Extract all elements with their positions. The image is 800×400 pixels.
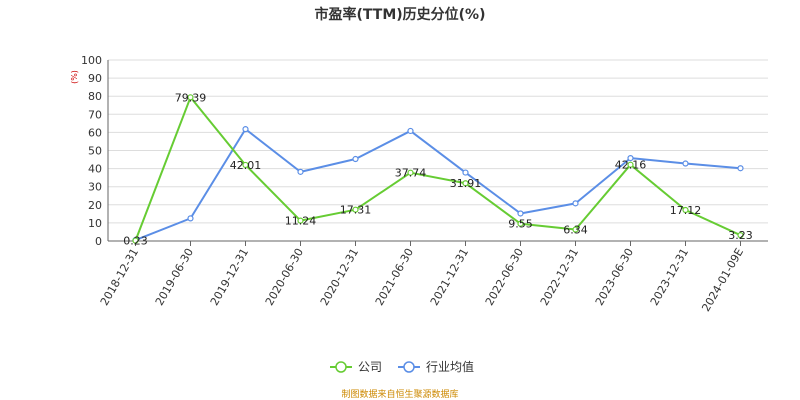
data-label-company: 17.31 [340, 204, 372, 217]
data-point-company [407, 169, 414, 176]
data-point-company [737, 232, 744, 239]
data-label-company: 9.55 [508, 218, 533, 231]
data-point-industry [297, 168, 304, 175]
source-note: 制图数据来自恒生聚源数据库 [341, 388, 458, 400]
x-tick-label: 2023-12-31 [648, 246, 691, 308]
data-point-company [187, 94, 194, 101]
series-line-industry [135, 128, 741, 242]
x-tick-label: 2018-12-31 [98, 246, 141, 308]
data-point-industry [242, 126, 249, 133]
data-point-company [352, 206, 359, 213]
x-tick-label: 2024-01-09E [699, 246, 746, 314]
x-tick-label: 2020-12-31 [318, 246, 361, 308]
chart-title: 市盈率(TTM)历史分位(%) [315, 6, 486, 23]
x-axis: 2018-12-31 2019-06-30 2019-12-31 2020-06-30… [98, 241, 746, 314]
data-label-company: 3.23 [728, 229, 753, 242]
x-tick-label: 2019-12-31 [208, 246, 251, 308]
data-point-company [682, 206, 689, 214]
data-point-industry [682, 160, 689, 167]
data-point-industry [407, 127, 414, 135]
y-tick-label: 100 [81, 54, 102, 67]
legend[interactable]: 公司 行业均值 [330, 359, 474, 374]
y-tick-label: 40 [88, 163, 102, 176]
data-labels: 0.23 79.39 42.01 11.24 17.31 37.74 31.91 9.55 6.… [123, 91, 753, 247]
data-point-industry [737, 165, 744, 172]
y-axis-ticks: 0 10 20 30 40 50 60 70 80 90 100 [81, 54, 109, 248]
x-tick-label: 2022-12-31 [538, 246, 581, 308]
y-tick-label: 0 [95, 235, 102, 248]
y-tick-label: 30 [88, 181, 102, 194]
y-tick-label: 50 [88, 145, 102, 158]
x-tick-label: 2022-06-30 [483, 246, 526, 308]
series-line-company [134, 96, 741, 241]
data-point-industry [517, 210, 524, 217]
y-tick-label: 70 [88, 108, 102, 121]
data-label-company: 37.74 [395, 167, 427, 180]
series-lines [132, 94, 744, 244]
data-point-company [297, 217, 304, 224]
data-label-company: 11.24 [285, 215, 317, 228]
data-point-company [572, 226, 579, 233]
x-tick-label: 2021-06-30 [373, 246, 416, 308]
legend-item-company[interactable]: 公司 [330, 360, 382, 374]
data-label-company: 42.01 [230, 159, 262, 172]
data-label-company: 31.91 [450, 177, 482, 190]
y-tick-label: 20 [88, 199, 102, 212]
data-label-company: 0.23 [123, 235, 148, 248]
data-label-company: 17.12 [670, 204, 702, 217]
y-tick-label: 90 [88, 72, 102, 85]
y-tick-label: 80 [88, 90, 102, 103]
data-point-industry [572, 200, 579, 207]
x-tick-label: 2021-12-31 [428, 246, 471, 308]
data-label-company: 42.16 [615, 159, 647, 172]
y-tick-label: 60 [88, 126, 102, 139]
x-tick-label: 2023-06-30 [593, 246, 636, 308]
data-point-industry [352, 155, 359, 163]
y-tick-label: 10 [88, 217, 102, 230]
data-point-company [627, 161, 634, 168]
legend-item-industry[interactable]: 行业均值 [398, 359, 474, 374]
data-label-company: 6.34 [563, 224, 588, 237]
x-tick-label: 2020-06-30 [263, 246, 306, 308]
data-point-company [462, 180, 469, 187]
data-point-company [132, 237, 139, 244]
data-point-company [517, 220, 524, 227]
data-point-industry [187, 215, 194, 222]
data-point-industry [627, 155, 634, 162]
x-tick-label: 2019-06-30 [153, 246, 196, 308]
data-point-industry [462, 169, 469, 176]
legend-label-industry: 行业均值 [426, 359, 474, 374]
data-point-company [242, 161, 249, 169]
y-unit-label: (%) [70, 70, 79, 84]
data-label-company: 79.39 [175, 91, 207, 104]
legend-label-company: 公司 [358, 360, 382, 374]
